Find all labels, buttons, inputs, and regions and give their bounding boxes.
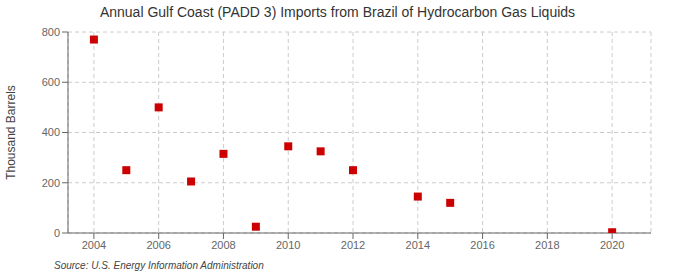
svg-text:2010: 2010 [276,239,300,251]
svg-text:2020: 2020 [600,239,624,251]
html-text:Source: U.S. Energy Informatio: Source: U.S. Energy Information Administ… [54,260,264,271]
svg-text:0: 0 [54,227,60,239]
svg-text:2008: 2008 [211,239,235,251]
svg-text:600: 600 [42,76,60,88]
svg-text:Thousand Barrels: Thousand Barrels [8,85,18,180]
svg-text:2018: 2018 [535,239,559,251]
svg-text:400: 400 [42,126,60,138]
svg-text:2016: 2016 [470,239,494,251]
svg-text:2004: 2004 [82,239,106,251]
svg-text:2006: 2006 [146,239,170,251]
svg-text:200: 200 [42,177,60,189]
svg-text:800: 800 [42,26,60,38]
svg-text:2012: 2012 [341,239,365,251]
html-text:Annual Gulf Coast (PADD 3) Imp: Annual Gulf Coast (PADD 3) Imports from … [99,4,576,20]
svg-text:2014: 2014 [406,239,430,251]
